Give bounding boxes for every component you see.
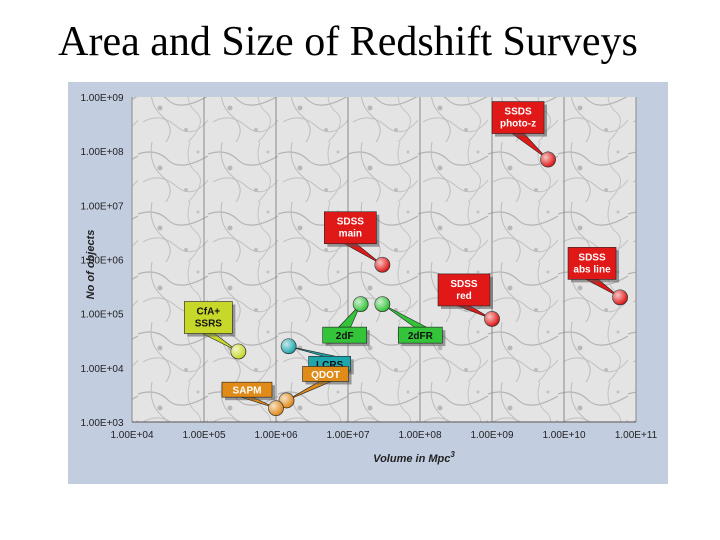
callout-label: CfA+ bbox=[197, 307, 221, 318]
callout-label: SSRS bbox=[195, 319, 223, 330]
x-tick-label: 1.00E+10 bbox=[542, 430, 586, 441]
callout-box bbox=[398, 326, 443, 344]
callout-box bbox=[491, 101, 545, 134]
data-point-highlight bbox=[612, 289, 628, 305]
callout-label: 2dF bbox=[336, 331, 354, 342]
callout: SAPM bbox=[221, 381, 277, 409]
y-tick-label: 1.00E+06 bbox=[80, 256, 124, 267]
data-point-highlight bbox=[281, 338, 297, 354]
callout: CfA+SSRS bbox=[184, 301, 239, 352]
callout-box bbox=[221, 381, 273, 398]
callout: QDOT bbox=[286, 366, 352, 401]
callout-label: LCRS bbox=[316, 360, 344, 371]
x-tick-label: 1.00E+08 bbox=[398, 430, 442, 441]
y-tick-label: 1.00E+09 bbox=[80, 93, 124, 104]
callout: 2dF bbox=[322, 303, 370, 347]
x-tick-label: 1.00E+06 bbox=[254, 430, 298, 441]
x-axis-title-sup: 3 bbox=[450, 450, 455, 459]
callout-box bbox=[324, 211, 377, 245]
data-point-highlight bbox=[268, 400, 284, 416]
data-point-highlight bbox=[540, 152, 556, 168]
callout: 2dFR bbox=[382, 303, 446, 347]
x-tick-label: 1.00E+09 bbox=[470, 430, 514, 441]
x-tick-label: 1.00E+05 bbox=[182, 430, 226, 441]
callout-label: photo-z bbox=[500, 119, 536, 130]
data-point-highlight bbox=[374, 257, 390, 273]
callout-label: SDSS bbox=[450, 279, 478, 290]
callout-label: QDOT bbox=[311, 370, 340, 381]
data-point-highlight bbox=[230, 344, 246, 360]
callout-box bbox=[184, 301, 233, 334]
y-tick-label: 1.00E+03 bbox=[80, 418, 124, 429]
callout-label: SDSS bbox=[337, 217, 365, 228]
callout-label: 2dFR bbox=[408, 331, 434, 342]
data-point-highlight bbox=[374, 296, 390, 312]
y-axis-title: No of objects bbox=[85, 230, 97, 300]
x-tick-label: 1.00E+04 bbox=[110, 430, 154, 441]
callout-box bbox=[567, 247, 617, 280]
chart-panel: 1.00E+04 1.00E+05 1.00E+06 1.00E+07 1.00E+08… bbox=[68, 82, 668, 484]
slide-title: Area and Size of Redshift Surveys bbox=[58, 19, 638, 65]
y-tick-label: 1.00E+07 bbox=[80, 201, 124, 212]
x-axis-title: Volume in Mpc3 bbox=[373, 450, 455, 465]
callout-box bbox=[322, 326, 367, 344]
x-tick-label: 1.00E+11 bbox=[615, 430, 658, 441]
callout-label: main bbox=[339, 229, 362, 240]
callout-label: SAPM bbox=[233, 386, 262, 397]
survey-chart: 1.00E+04 1.00E+05 1.00E+06 1.00E+07 1.00E+08… bbox=[80, 93, 658, 465]
data-point-highlight bbox=[353, 296, 369, 312]
callout-label: SDSS bbox=[578, 252, 606, 263]
callout-label: abs line bbox=[573, 264, 611, 275]
callout-box bbox=[302, 366, 349, 382]
callout-label: SSDS bbox=[504, 107, 532, 118]
x-axis-title-text: Volume in Mpc bbox=[373, 453, 450, 465]
callout-box bbox=[437, 273, 491, 307]
y-tick-label: 1.00E+05 bbox=[80, 310, 124, 321]
data-point-highlight bbox=[484, 311, 500, 327]
x-tick-label: 1.00E+07 bbox=[326, 430, 370, 441]
y-tick-label: 1.00E+08 bbox=[80, 147, 124, 158]
callout-label: red bbox=[456, 291, 472, 302]
y-tick-label: 1.00E+04 bbox=[80, 364, 124, 375]
